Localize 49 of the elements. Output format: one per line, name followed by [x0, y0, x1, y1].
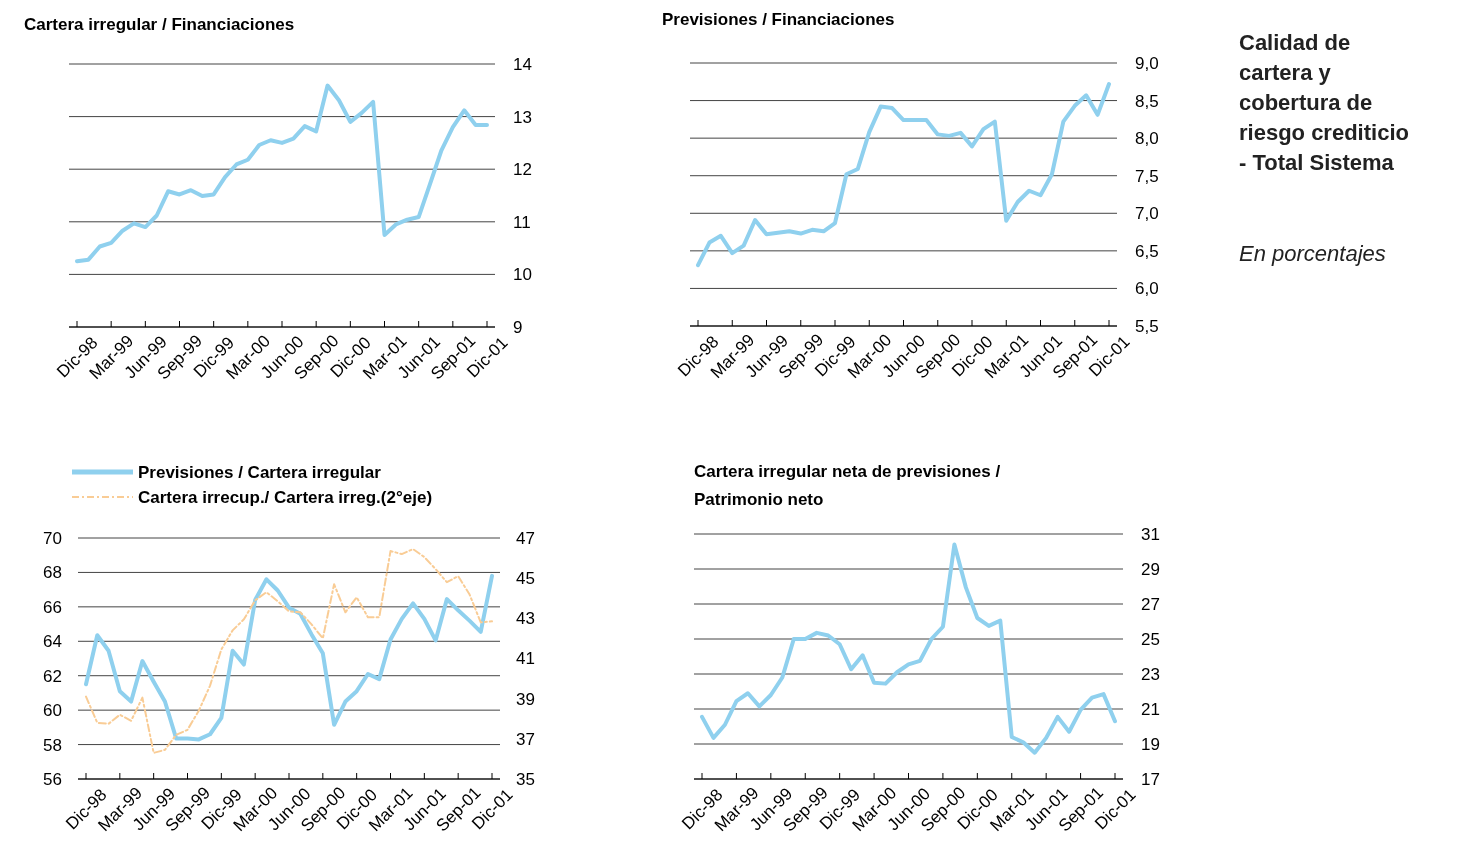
y-tick-label: 5,5 — [1135, 316, 1159, 336]
y-tick-label: 9 — [513, 317, 523, 337]
text: Calidad de cartera y cobertura de riesgo crediticio - Total Sistema — [1239, 30, 1409, 175]
chart-title: Cartera irregular / Financiaciones — [24, 15, 295, 34]
y-tick-label: 7,5 — [1135, 166, 1159, 186]
y-tick-label: 14 — [513, 54, 532, 74]
y-tick-label: 62 — [43, 666, 62, 686]
y-tick-label: 56 — [43, 769, 62, 789]
y-tick-label: 19 — [1141, 734, 1160, 754]
y-tick-label: 66 — [43, 597, 62, 617]
line-series — [75, 83, 489, 264]
y-tick-label: 12 — [513, 160, 532, 180]
y-tick-label: 60 — [43, 701, 62, 721]
y-tick-label: 27 — [1141, 594, 1160, 614]
y-tick-label: 58 — [43, 735, 62, 755]
y2-tick-label: 39 — [516, 689, 535, 709]
y-tick-label: 7,0 — [1135, 204, 1159, 224]
chart-title: Previsiones / Financiaciones — [662, 10, 895, 29]
y2-tick-label: 41 — [516, 649, 535, 669]
y-tick-label: 21 — [1141, 699, 1160, 719]
y2-tick-label: 37 — [516, 729, 535, 749]
y-tick-label: 6,5 — [1135, 241, 1159, 261]
line-series — [85, 548, 493, 754]
y-tick-label: 68 — [43, 563, 62, 583]
y-tick-label: 25 — [1141, 629, 1160, 649]
chart-title: Cartera irregular neta de previsiones / Patrimonio neto — [694, 462, 1001, 509]
y2-tick-label: 35 — [516, 769, 535, 789]
y-tick-label: 6,0 — [1135, 279, 1159, 299]
y-tick-label: 64 — [43, 632, 62, 652]
y-tick-label: 29 — [1141, 559, 1160, 579]
y-tick-label: 10 — [513, 265, 532, 285]
y-tick-label: 31 — [1141, 524, 1160, 544]
y-tick-label: 13 — [513, 107, 532, 127]
y-tick-label: 9,0 — [1135, 53, 1159, 73]
legend-label: Previsiones / Cartera irregular — [138, 463, 382, 482]
line-series — [696, 82, 1111, 268]
text: En porcentajes — [1239, 241, 1386, 266]
y-tick-label: 70 — [43, 528, 62, 548]
line-series — [700, 542, 1117, 755]
y-tick-label: 8,0 — [1135, 129, 1159, 149]
y2-tick-label: 47 — [516, 528, 535, 548]
y2-tick-label: 45 — [516, 569, 535, 589]
y2-tick-label: 43 — [516, 609, 535, 629]
y-tick-label: 8,5 — [1135, 91, 1159, 111]
legend-label: Cartera irrecup./ Cartera irreg.(2°eje) — [138, 488, 433, 507]
y-tick-label: 11 — [513, 212, 531, 232]
y-tick-label: 17 — [1141, 769, 1160, 789]
y-tick-label: 23 — [1141, 664, 1160, 684]
line-series — [84, 573, 494, 742]
